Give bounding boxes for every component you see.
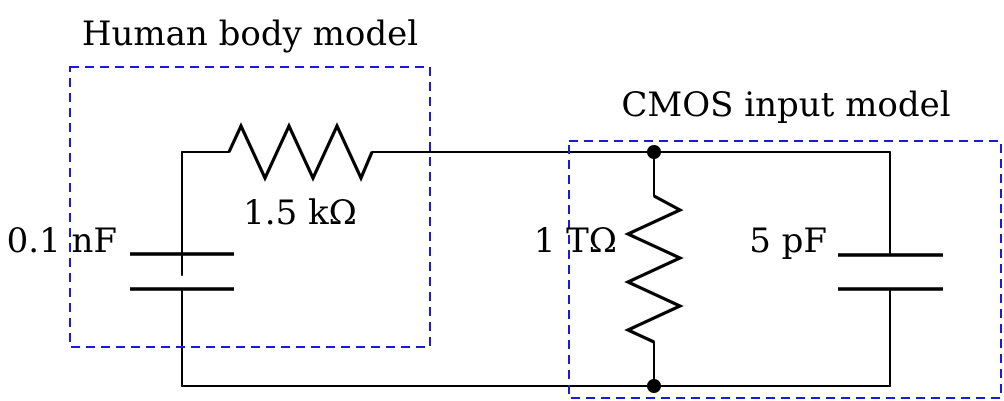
human-capacitor-symbol bbox=[130, 252, 234, 291]
wire-top-left bbox=[181, 151, 230, 276]
cmos-capacitor-label: 5 pF bbox=[749, 221, 827, 261]
human-resistor-label: 1.5 kΩ bbox=[243, 193, 357, 233]
human-body-model-title: Human body model bbox=[82, 14, 418, 54]
wire-bottom bbox=[181, 288, 891, 387]
wire-top-right bbox=[371, 151, 891, 256]
cmos-capacitor-symbol bbox=[838, 253, 943, 291]
cmos-input-model-box bbox=[568, 140, 1002, 399]
junction-bottom bbox=[647, 379, 661, 393]
cmos-resistor-symbol bbox=[624, 194, 684, 344]
human-resistor-symbol bbox=[227, 122, 374, 182]
cmos-input-model-title: CMOS input model bbox=[621, 85, 950, 125]
human-capacitor-label: 0.1 nF bbox=[7, 221, 117, 261]
junction-top bbox=[647, 145, 661, 159]
human-body-model-box bbox=[69, 66, 431, 348]
cmos-resistor-label: 1 TΩ bbox=[534, 221, 617, 261]
wires bbox=[181, 151, 891, 387]
